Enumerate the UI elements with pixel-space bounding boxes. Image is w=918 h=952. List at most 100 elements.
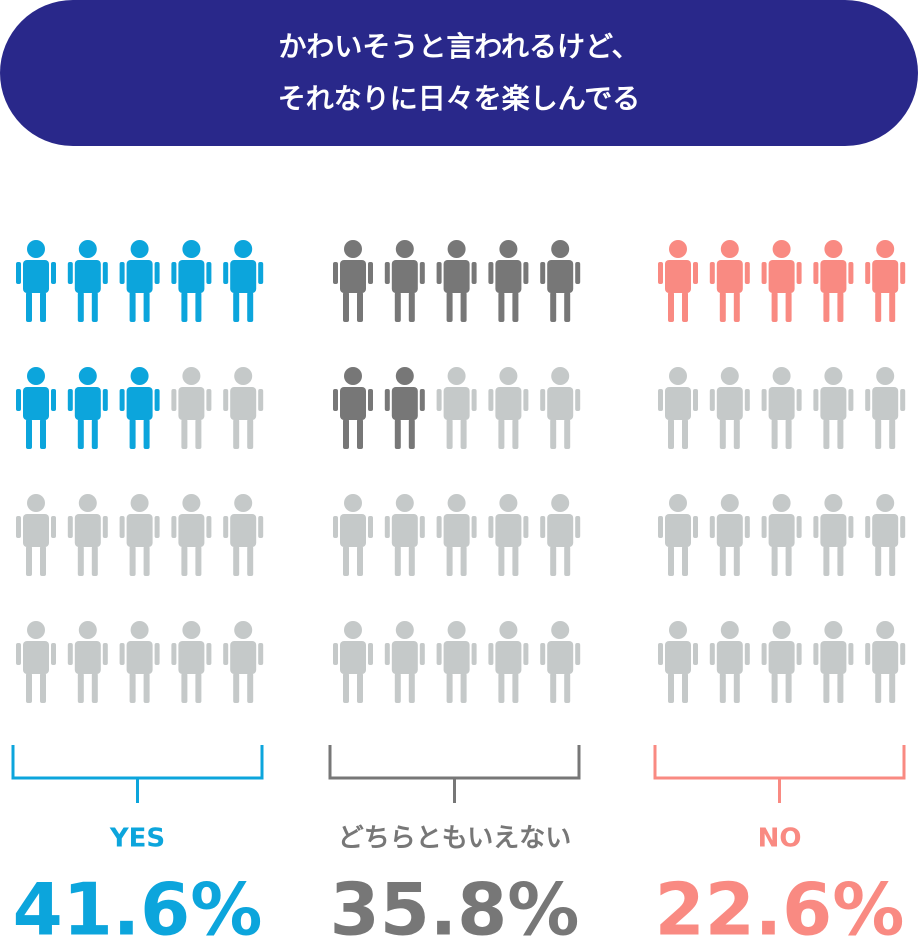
icon-arm: [744, 262, 750, 284]
icon-arm: [223, 516, 229, 538]
icon-head: [130, 367, 149, 385]
icon-body: [230, 641, 257, 674]
icon-arm: [744, 516, 750, 538]
icon-arm: [744, 643, 750, 665]
icon-arm: [658, 389, 663, 411]
icon-arm: [523, 262, 529, 284]
icon-arm: [119, 516, 125, 538]
icon-arm: [333, 516, 338, 538]
icon-leg: [668, 546, 674, 576]
person-icon: [488, 621, 529, 703]
icon-body: [768, 387, 795, 420]
person-icon: [865, 367, 906, 449]
person-icon: [67, 367, 108, 449]
icon-arm: [658, 643, 663, 665]
person-icon: [709, 240, 750, 322]
icon-arm: [333, 262, 338, 284]
icon-arm: [206, 389, 212, 411]
icon-leg: [564, 292, 571, 322]
icon-arm: [471, 643, 477, 665]
icon-leg: [247, 673, 254, 703]
icon-arm: [709, 262, 715, 284]
person-icon: [384, 621, 425, 703]
icon-leg: [823, 673, 830, 703]
icon-arm: [900, 643, 906, 665]
icon-leg: [343, 673, 349, 703]
person-icon: [761, 367, 802, 449]
person-icon: [333, 367, 373, 449]
icon-leg: [408, 419, 415, 449]
icon-head: [182, 621, 201, 639]
person-icon: [171, 621, 212, 703]
icon-head: [395, 240, 414, 258]
person-icon: [223, 367, 264, 449]
icon-arm: [761, 516, 767, 538]
bracket: [328, 745, 581, 803]
icon-head: [344, 494, 362, 512]
person-icon: [16, 240, 56, 322]
person-icon: [658, 240, 698, 322]
icon-arm: [436, 516, 442, 538]
icon-arm: [693, 262, 698, 284]
icon-body: [872, 260, 899, 293]
icon-arm: [761, 643, 767, 665]
title-line: それなりに日々を楽しんでる: [278, 82, 641, 115]
icon-head: [27, 240, 45, 258]
icon-arm: [900, 389, 906, 411]
icon-leg: [733, 419, 740, 449]
icon-leg: [785, 546, 792, 576]
icon-arm: [709, 389, 715, 411]
icon-leg: [823, 419, 830, 449]
icon-head: [720, 494, 739, 512]
bracket: [653, 745, 906, 803]
icon-arm: [171, 643, 177, 665]
person-icon: [761, 240, 802, 322]
person-icon: [813, 494, 854, 576]
icon-arm: [419, 389, 425, 411]
icon-head: [876, 240, 895, 258]
person-icon: [658, 367, 698, 449]
icon-arm: [419, 643, 425, 665]
icon-leg: [771, 419, 778, 449]
icon-body: [716, 260, 743, 293]
icon-arm: [693, 516, 698, 538]
icon-leg: [143, 419, 150, 449]
icon-leg: [498, 673, 505, 703]
icon-leg: [498, 546, 505, 576]
icon-arm: [709, 643, 715, 665]
bracket: [11, 745, 264, 803]
icon-arm: [51, 516, 56, 538]
person-icon: [384, 367, 425, 449]
icon-leg: [77, 673, 84, 703]
icon-head: [78, 494, 97, 512]
icon-head: [824, 367, 843, 385]
icon-arm: [761, 389, 767, 411]
icon-leg: [668, 419, 674, 449]
icon-head: [234, 367, 253, 385]
icon-body: [820, 387, 847, 420]
icon-leg: [733, 673, 740, 703]
icon-head: [499, 240, 518, 258]
icon-arm: [761, 262, 767, 284]
icon-head: [182, 367, 201, 385]
icon-arm: [154, 262, 160, 284]
icon-arm: [488, 389, 494, 411]
person-icon: [333, 494, 373, 576]
person-icon: [333, 240, 373, 322]
icon-arm: [102, 389, 108, 411]
icon-body: [716, 387, 743, 420]
person-icon: [171, 494, 212, 576]
icon-head: [876, 494, 895, 512]
icon-body: [74, 260, 101, 293]
icon-leg: [771, 546, 778, 576]
icon-body: [23, 641, 49, 674]
person-icon: [709, 494, 750, 576]
person-icon: [67, 240, 108, 322]
icon-arm: [693, 643, 698, 665]
icon-leg: [823, 292, 830, 322]
person-icon: [488, 240, 529, 322]
icon-arm: [523, 516, 529, 538]
icon-arm: [16, 643, 21, 665]
icon-head: [824, 621, 843, 639]
icon-head: [669, 367, 687, 385]
